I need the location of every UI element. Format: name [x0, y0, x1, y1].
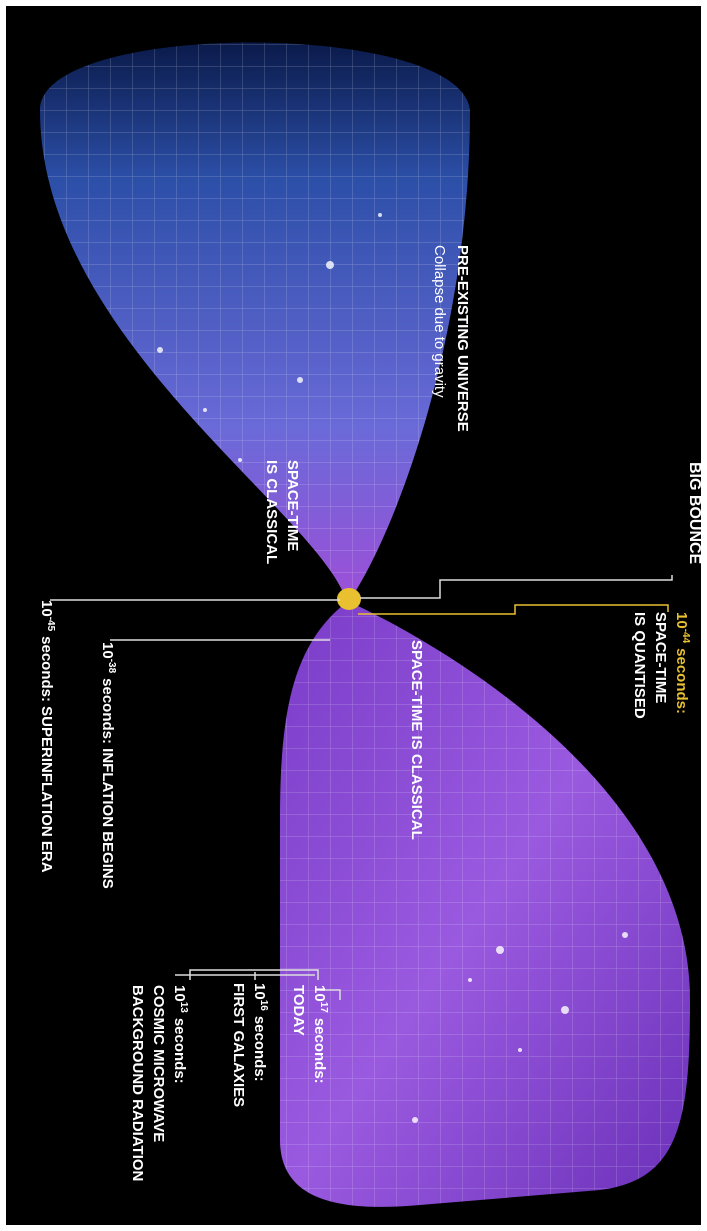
exponent: 16 — [258, 1000, 269, 1012]
base: 10 — [251, 983, 268, 1000]
event: 1016 seconds:FIRST GALAXIES — [230, 983, 269, 1107]
event-line: TODAY — [290, 985, 307, 1036]
event-text: seconds: — [673, 648, 690, 714]
event-text: seconds: — [251, 1016, 268, 1082]
stars — [157, 213, 628, 1123]
upper-heading-line: PRE-EXISTING UNIVERSE — [454, 245, 471, 432]
event: 10-38 seconds: INFLATION BEGINS — [99, 642, 117, 889]
event-text: seconds: SUPERINFLATION ERA — [38, 636, 55, 873]
upper-subheading: Collapse due to gravity — [431, 245, 448, 398]
grid — [40, 42, 470, 592]
upper-state-line: SPACE-TIME — [284, 460, 301, 551]
event-text: seconds: — [311, 1018, 328, 1084]
event-first-line: 1016 seconds: — [251, 983, 269, 1082]
event-first-line: 10-45 seconds: SUPERINFLATION ERA — [38, 600, 56, 873]
base: 10 — [673, 612, 690, 629]
base: 10 — [311, 985, 328, 1002]
event-text: seconds: INFLATION BEGINS — [99, 678, 116, 889]
event-line: SPACE-TIME — [652, 612, 669, 703]
event: 1017 seconds:TODAY — [290, 985, 329, 1084]
upper-heading: PRE-EXISTING UNIVERSE — [454, 245, 471, 432]
exponent: 13 — [178, 1002, 189, 1014]
lower-state-line: SPACE-TIME IS CLASSICAL — [408, 640, 425, 840]
exponent: -38 — [106, 659, 117, 674]
base: 10 — [171, 985, 188, 1002]
event: 10-45 seconds: SUPERINFLATION ERA — [38, 600, 56, 873]
leader-lines — [50, 575, 673, 1000]
exponent: -45 — [45, 617, 56, 632]
title: BIG BOUNCE — [686, 462, 703, 565]
lower-state: SPACE-TIME IS CLASSICAL — [408, 640, 425, 840]
title-line: BIG BOUNCE — [686, 462, 703, 565]
event-text: seconds: — [171, 1018, 188, 1084]
upper-state-line: IS CLASSICAL — [263, 460, 280, 564]
event-first-line: 1017 seconds: — [311, 985, 329, 1084]
labels: BIG BOUNCE PRE-EXISTING UNIVERSE Collapse … — [38, 245, 703, 1181]
base: 10 — [99, 642, 116, 659]
exponent: 17 — [318, 1002, 329, 1014]
event-line: COSMIC MICROWAVE — [150, 985, 167, 1142]
grid — [280, 606, 690, 1207]
event-first-line: 1013 seconds: — [171, 985, 189, 1084]
event-line: BACKGROUND RADIATION — [129, 985, 146, 1181]
bounce-point — [337, 588, 361, 610]
event-first-line: 10-38 seconds: INFLATION BEGINS — [99, 642, 117, 889]
event-line: IS QUANTISED — [631, 612, 648, 719]
upper-subheading-line: Collapse due to gravity — [431, 245, 448, 398]
event-line: FIRST GALAXIES — [230, 983, 247, 1107]
base: 10 — [38, 600, 55, 617]
exponent: -44 — [680, 629, 691, 644]
event-first-line: 10-44 seconds: — [673, 612, 691, 714]
